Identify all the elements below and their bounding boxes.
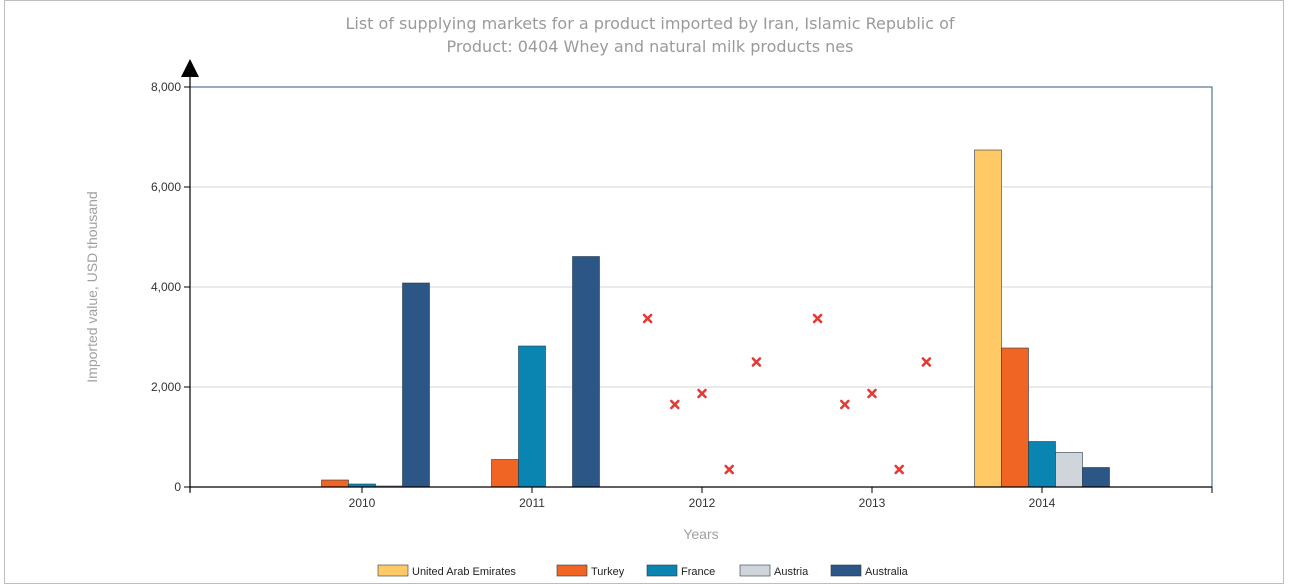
missing-data-marker: [751, 357, 762, 367]
x-axis-label: Years: [683, 526, 718, 542]
bar-france-2014: [1028, 441, 1056, 488]
x-tick-label: 2011: [519, 496, 545, 510]
y-tick-label: 2,000: [151, 380, 181, 394]
legend-label: France: [681, 566, 715, 578]
bar-turkey-2014: [1001, 347, 1029, 488]
legend-swatch: [739, 564, 771, 577]
legend-label: Austria: [774, 566, 809, 578]
legend-label: Turkey: [591, 566, 625, 578]
legend-label: United Arab Emirates: [412, 566, 516, 578]
bar-australia-2014: [1082, 467, 1110, 488]
legend: United Arab Emirates Turkey France Austria A…: [377, 564, 909, 578]
legend-swatch: [556, 564, 588, 577]
bar-france-2011: [518, 345, 546, 488]
legend-label: Australia: [865, 566, 909, 578]
gridlines: [190, 186, 1212, 388]
missing-data-marker: [669, 399, 680, 410]
chart-title: List of supplying markets for a product …: [345, 14, 954, 33]
y-tick-label: 4,000: [151, 280, 181, 294]
legend-swatch: [377, 564, 409, 577]
missing-data-marker: [642, 313, 653, 324]
y-axis-label: Imported value, USD thousand: [84, 191, 100, 382]
legend-item: Austria: [739, 564, 809, 578]
axes: [181, 59, 1212, 492]
bar-turkey-2011: [491, 459, 519, 488]
y-tick-label: 8,000: [151, 80, 181, 94]
bar-turkey-2010: [321, 479, 349, 488]
chart-subtitle: Product: 0404 Whey and natural milk prod…: [447, 37, 854, 56]
legend-item: Australia: [830, 564, 909, 578]
x-tick-label: 2013: [859, 496, 886, 510]
bar-australia-2011: [572, 256, 600, 488]
missing-data-marker: [839, 399, 850, 410]
bar-united-arab-emirates-2014: [974, 149, 1002, 488]
y-tick-label: 0: [174, 480, 181, 494]
chart-frame: [4, 0, 1284, 584]
missing-data-marker: [921, 357, 932, 367]
legend-swatch: [646, 564, 678, 577]
x-tick-label: 2014: [1029, 496, 1056, 510]
legend-item: France: [646, 564, 715, 578]
legend-swatch: [830, 564, 862, 577]
y-axis-arrow-icon: [181, 59, 199, 77]
y-tick-labels: 0 2,000 4,000 6,000 8,000: [151, 80, 190, 494]
missing-data-markers: [642, 313, 932, 475]
missing-data-marker: [697, 388, 707, 399]
bar-australia-2010: [402, 282, 430, 488]
x-tick-label: 2012: [689, 496, 716, 510]
missing-data-marker: [724, 464, 735, 475]
missing-data-marker: [867, 388, 877, 399]
x-tick-labels: 2010 2011 2012 2013 2014: [189, 487, 1213, 510]
missing-data-marker: [812, 313, 823, 324]
y-tick-label: 6,000: [151, 180, 181, 194]
x-tick-label: 2010: [349, 496, 376, 510]
legend-item: Turkey: [556, 564, 625, 578]
missing-data-marker: [894, 464, 905, 475]
bar-austria-2014: [1055, 452, 1083, 488]
bars-layer: [321, 149, 1110, 488]
legend-item: United Arab Emirates: [377, 564, 516, 578]
